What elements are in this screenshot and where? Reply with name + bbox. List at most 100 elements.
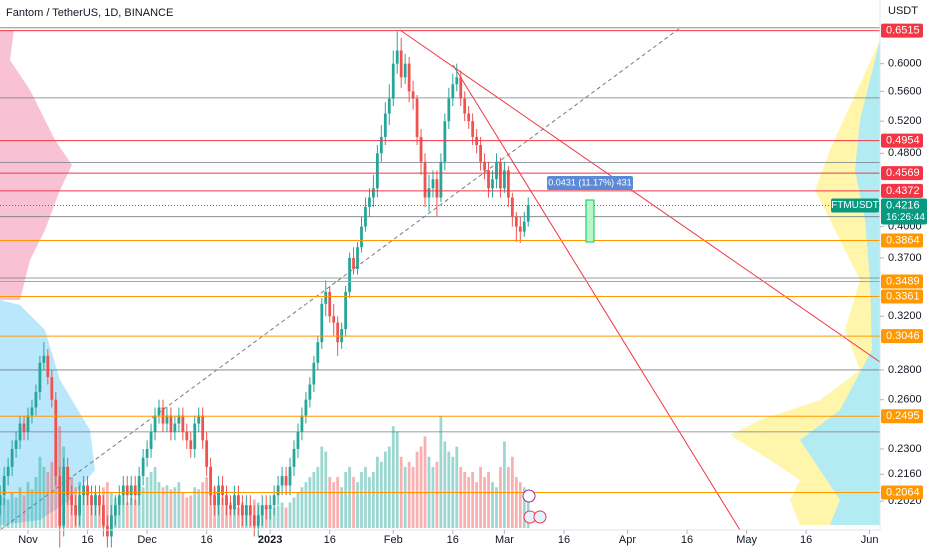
volume-bar xyxy=(395,431,399,528)
candle-body xyxy=(225,495,228,506)
volume-bar xyxy=(352,477,355,528)
price-badge xyxy=(881,274,923,289)
candle-body xyxy=(133,485,137,496)
candle-body xyxy=(149,431,153,449)
price-badge xyxy=(881,233,923,248)
candle-body xyxy=(423,161,427,198)
candle-body xyxy=(375,153,379,189)
candle-body xyxy=(451,84,455,99)
volume-bar xyxy=(439,416,443,528)
volume-bar xyxy=(133,499,137,528)
candle-body xyxy=(284,476,288,486)
y-tick-label: 0.5200 xyxy=(888,115,922,127)
candle-body xyxy=(50,377,54,400)
volume-bar xyxy=(201,482,205,528)
candle-body xyxy=(117,495,121,506)
volume-bar xyxy=(459,466,463,528)
candle-body xyxy=(102,505,105,526)
candle-body xyxy=(58,476,62,526)
volume-bar xyxy=(86,489,89,528)
candle-body xyxy=(54,399,58,477)
x-tick-label: May xyxy=(736,534,757,546)
volume-bar xyxy=(296,492,300,528)
candle-body xyxy=(42,355,46,363)
currency-label: USDT xyxy=(888,5,918,17)
volume-bar xyxy=(145,477,149,528)
measure-box xyxy=(547,176,633,190)
volume-bar xyxy=(169,489,173,528)
candle-body xyxy=(106,525,109,537)
candle-body xyxy=(240,505,244,516)
volume-bar xyxy=(443,441,447,528)
candle-body xyxy=(459,77,463,99)
event-icon xyxy=(533,510,547,524)
x-tick-label: Apr xyxy=(619,534,636,546)
candle-body xyxy=(30,407,34,416)
volume-bar xyxy=(197,489,201,528)
volume-bar xyxy=(475,482,479,528)
candle-body xyxy=(276,485,280,496)
candle-body xyxy=(268,505,272,510)
price-badge xyxy=(881,183,923,198)
x-tick-label: 16 xyxy=(324,534,336,546)
volume-bar xyxy=(344,472,347,528)
candle-body xyxy=(229,505,232,510)
candle-body xyxy=(272,495,276,506)
volume-bar xyxy=(499,466,502,528)
volume-bar xyxy=(221,497,224,528)
volume-bar xyxy=(526,492,530,528)
volume-bar xyxy=(332,482,336,528)
volume-bar xyxy=(328,477,332,528)
volume-bar xyxy=(447,451,451,528)
volume-bar xyxy=(514,477,518,528)
price-badge-label: 0.2064 xyxy=(886,486,920,498)
candle-body xyxy=(368,197,371,207)
candle-body xyxy=(296,431,300,449)
candle-body xyxy=(70,495,74,506)
price-badge-label: 0.3864 xyxy=(886,234,920,246)
candle-body xyxy=(233,495,236,510)
x-tick-label: Jun xyxy=(861,534,879,546)
volume-bar xyxy=(121,495,125,528)
volume-bar xyxy=(415,451,419,528)
candle-body xyxy=(213,495,216,506)
price-badge xyxy=(881,23,923,38)
candle-body xyxy=(0,495,2,506)
volume-bar xyxy=(161,487,165,528)
candle-body xyxy=(90,495,93,506)
volume-bar xyxy=(423,436,427,528)
candle-body xyxy=(308,384,312,400)
candle-body xyxy=(467,113,471,122)
candle-body xyxy=(510,197,514,217)
candle-body xyxy=(431,179,435,189)
volume-bar xyxy=(495,487,498,528)
volume-bar xyxy=(34,477,38,528)
price-badge-label: 0.6515 xyxy=(886,24,920,36)
candle-body xyxy=(165,415,169,424)
candle-body xyxy=(455,77,459,85)
volume-bar xyxy=(185,497,189,528)
volume-bar xyxy=(129,497,133,528)
volume-bar xyxy=(324,451,328,528)
volume-bar xyxy=(46,472,50,528)
candle-body xyxy=(34,392,38,408)
candle-body xyxy=(407,63,411,92)
candle-body xyxy=(10,448,14,467)
measure-range xyxy=(585,199,595,243)
volume-bar xyxy=(340,487,344,528)
candle-body xyxy=(74,505,78,516)
candle-body xyxy=(78,495,81,516)
volume-bar xyxy=(518,482,522,528)
candle-body xyxy=(399,50,403,78)
candle-body xyxy=(292,448,296,467)
candle-body xyxy=(264,505,268,510)
x-tick-label: 16 xyxy=(681,534,693,546)
candle-body xyxy=(38,362,42,393)
candle-body xyxy=(435,179,439,198)
volume-bar xyxy=(336,477,340,528)
price-badge-label: 0.4569 xyxy=(886,167,920,179)
volume-bar xyxy=(276,505,280,528)
price-badge xyxy=(881,485,923,500)
volume-bar xyxy=(30,489,34,528)
candle-body xyxy=(153,415,157,432)
